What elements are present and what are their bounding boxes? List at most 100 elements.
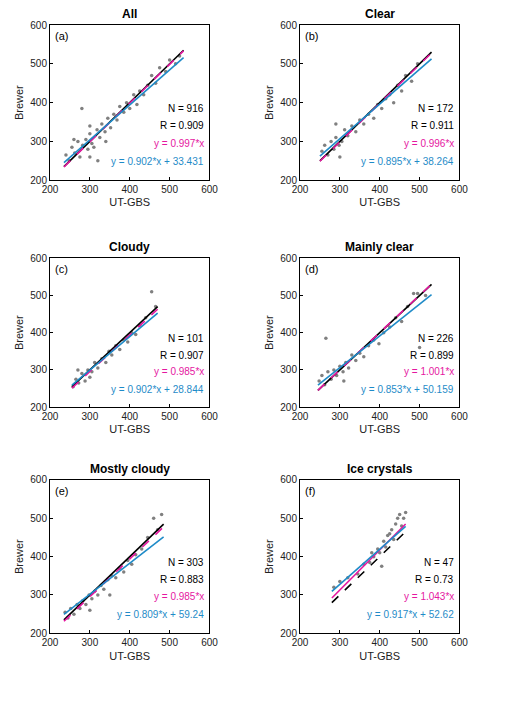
- svg-text:600: 600: [201, 411, 218, 422]
- svg-text:200: 200: [30, 402, 47, 413]
- svg-text:500: 500: [411, 184, 428, 195]
- svg-text:y = 0.809*x + 59.24: y = 0.809*x + 59.24: [117, 609, 204, 620]
- svg-text:200: 200: [30, 628, 47, 639]
- svg-text:500: 500: [161, 411, 178, 422]
- svg-text:y = 0.917*x + 52.62: y = 0.917*x + 52.62: [367, 609, 454, 620]
- svg-text:500: 500: [161, 184, 178, 195]
- svg-text:400: 400: [121, 411, 138, 422]
- svg-text:400: 400: [371, 637, 388, 648]
- svg-text:500: 500: [30, 58, 47, 69]
- svg-text:400: 400: [280, 327, 297, 338]
- svg-text:UT-GBS: UT-GBS: [109, 423, 150, 435]
- svg-text:400: 400: [371, 411, 388, 422]
- svg-text:200: 200: [280, 175, 297, 186]
- svg-text:600: 600: [280, 20, 297, 31]
- svg-text:R = 0.911: R = 0.911: [411, 120, 454, 131]
- svg-text:UT-GBS: UT-GBS: [359, 423, 400, 435]
- svg-text:500: 500: [30, 513, 47, 524]
- svg-text:400: 400: [30, 327, 47, 338]
- svg-text:y = 0.895*x + 38.264: y = 0.895*x + 38.264: [361, 156, 454, 167]
- svg-text:200: 200: [280, 628, 297, 639]
- svg-text:300: 300: [332, 637, 349, 648]
- svg-text:Brewer: Brewer: [13, 315, 25, 350]
- svg-text:500: 500: [280, 58, 297, 69]
- svg-text:500: 500: [280, 290, 297, 301]
- svg-text:Cloudy: Cloudy: [109, 240, 150, 254]
- svg-text:Brewer: Brewer: [13, 85, 25, 120]
- svg-text:300: 300: [332, 411, 349, 422]
- svg-text:UT-GBS: UT-GBS: [109, 650, 150, 662]
- svg-text:600: 600: [451, 411, 468, 422]
- svg-text:600: 600: [280, 474, 297, 485]
- svg-text:y = 0.853*x + 50.159: y = 0.853*x + 50.159: [361, 384, 454, 395]
- svg-text:200: 200: [42, 411, 59, 422]
- svg-text:(e): (e): [55, 485, 68, 497]
- svg-text:Mainly clear: Mainly clear: [345, 240, 414, 254]
- svg-text:(f): (f): [305, 485, 315, 497]
- svg-text:300: 300: [30, 589, 47, 600]
- svg-text:UT-GBS: UT-GBS: [359, 196, 400, 208]
- svg-text:y = 1.001*x: y = 1.001*x: [404, 366, 454, 377]
- svg-text:300: 300: [30, 136, 47, 147]
- svg-text:200: 200: [292, 184, 309, 195]
- svg-text:(d): (d): [305, 263, 318, 275]
- svg-text:Brewer: Brewer: [263, 539, 275, 574]
- svg-text:R = 0.883: R = 0.883: [160, 574, 204, 585]
- svg-text:400: 400: [121, 184, 138, 195]
- svg-text:All: All: [122, 7, 137, 21]
- svg-text:600: 600: [280, 253, 297, 264]
- svg-text:N = 303: N = 303: [168, 557, 204, 568]
- svg-text:500: 500: [161, 637, 178, 648]
- svg-text:200: 200: [292, 637, 309, 648]
- svg-text:400: 400: [280, 97, 297, 108]
- svg-text:300: 300: [332, 184, 349, 195]
- svg-text:600: 600: [451, 637, 468, 648]
- svg-text:500: 500: [280, 513, 297, 524]
- svg-text:y = 1.043*x: y = 1.043*x: [404, 591, 454, 602]
- svg-text:UT-GBS: UT-GBS: [109, 196, 150, 208]
- svg-text:N = 226: N = 226: [418, 333, 454, 344]
- svg-text:N = 101: N = 101: [168, 333, 204, 344]
- svg-text:300: 300: [82, 637, 99, 648]
- svg-text:N = 47: N = 47: [424, 557, 454, 568]
- svg-text:200: 200: [292, 411, 309, 422]
- svg-text:y = 0.985*x: y = 0.985*x: [154, 591, 204, 602]
- svg-text:300: 300: [82, 411, 99, 422]
- svg-text:400: 400: [371, 184, 388, 195]
- svg-text:y = 0.985*x: y = 0.985*x: [154, 366, 204, 377]
- svg-text:400: 400: [121, 637, 138, 648]
- svg-text:600: 600: [30, 253, 47, 264]
- svg-text:600: 600: [30, 474, 47, 485]
- svg-text:400: 400: [30, 97, 47, 108]
- svg-text:Brewer: Brewer: [263, 85, 275, 120]
- svg-text:600: 600: [30, 20, 47, 31]
- svg-text:600: 600: [201, 637, 218, 648]
- svg-text:Brewer: Brewer: [13, 539, 25, 574]
- svg-text:300: 300: [82, 184, 99, 195]
- svg-text:400: 400: [280, 551, 297, 562]
- svg-text:300: 300: [280, 589, 297, 600]
- svg-text:200: 200: [280, 402, 297, 413]
- svg-text:(b): (b): [305, 30, 318, 42]
- svg-text:R = 0.73: R = 0.73: [415, 574, 454, 585]
- svg-text:Mostly cloudy: Mostly cloudy: [90, 462, 170, 476]
- svg-text:R = 0.909: R = 0.909: [160, 120, 204, 131]
- svg-text:y = 0.996*x: y = 0.996*x: [404, 138, 454, 149]
- svg-text:500: 500: [411, 637, 428, 648]
- svg-text:(c): (c): [55, 263, 68, 275]
- svg-text:y = 0.997*x: y = 0.997*x: [154, 138, 204, 149]
- svg-text:Clear: Clear: [365, 7, 395, 21]
- svg-text:y = 0.902*x + 33.431: y = 0.902*x + 33.431: [111, 156, 204, 167]
- svg-text:300: 300: [280, 136, 297, 147]
- svg-text:200: 200: [30, 175, 47, 186]
- svg-text:(a): (a): [55, 30, 68, 42]
- svg-text:UT-GBS: UT-GBS: [359, 650, 400, 662]
- svg-text:300: 300: [30, 364, 47, 375]
- svg-text:500: 500: [411, 411, 428, 422]
- svg-text:500: 500: [30, 290, 47, 301]
- svg-text:R = 0.899: R = 0.899: [410, 350, 454, 361]
- svg-text:200: 200: [42, 637, 59, 648]
- svg-text:600: 600: [451, 184, 468, 195]
- svg-text:200: 200: [42, 184, 59, 195]
- svg-text:300: 300: [280, 364, 297, 375]
